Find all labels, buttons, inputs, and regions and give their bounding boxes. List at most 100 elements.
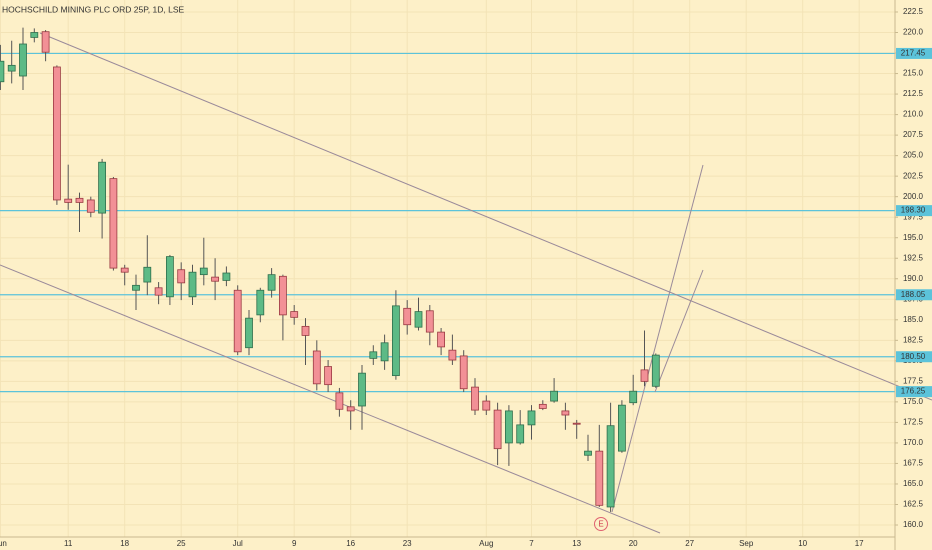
candle-body	[346, 406, 355, 412]
y-tick-label: 195.0	[903, 233, 924, 242]
price-level-box	[896, 386, 932, 398]
y-tick-label: 182.5	[903, 335, 924, 344]
candle-body	[222, 272, 231, 281]
candle-body	[177, 269, 186, 284]
axes: 160.0 162.5 165.0 167.5 170.0 172.5 175.0 177.5…	[0, 7, 932, 548]
x-tick-label: 27	[685, 539, 694, 548]
candle-body	[425, 310, 434, 333]
candle-body	[301, 325, 310, 336]
candle-body	[245, 317, 253, 349]
candle-body	[459, 355, 468, 390]
trend-line	[611, 164, 704, 513]
x-tick-label: Jul	[233, 539, 243, 548]
candle-body	[640, 369, 649, 382]
candle-body	[211, 276, 220, 282]
y-tick-label: 202.5	[903, 171, 924, 180]
candle-body	[267, 274, 276, 291]
y-tick-label: 190.0	[903, 274, 924, 283]
trend-line	[39, 32, 932, 401]
candle-body	[154, 287, 163, 296]
candle-body	[584, 450, 592, 456]
y-tick-label: 212.5	[903, 89, 924, 98]
y-tick-label: 207.5	[903, 130, 924, 139]
y-tick-label: 162.5	[903, 500, 924, 509]
x-tick-label: Jun	[0, 539, 7, 548]
candle-body	[165, 256, 174, 298]
candle-body	[606, 425, 615, 508]
y-tick-label: 210.0	[903, 110, 924, 119]
candle-body	[233, 289, 242, 353]
candle-body	[618, 404, 626, 452]
candle-body	[358, 372, 366, 407]
candle-body	[335, 392, 344, 410]
x-tick-label: 17	[855, 539, 864, 548]
y-tick-label: 215.0	[903, 69, 924, 78]
x-tick-label: 23	[403, 539, 412, 548]
price-level-box	[896, 351, 932, 363]
candle-body	[538, 403, 547, 409]
price-level-label: 176.25	[901, 387, 926, 396]
y-tick-label: 160.0	[903, 520, 924, 529]
chart-title: HOCHSCHILD MINING PLC ORD 25P, 1D, LSE	[2, 4, 184, 14]
candle-body	[120, 267, 129, 273]
price-level-label: 180.50	[901, 352, 926, 361]
candle-body	[41, 31, 50, 53]
candle-body	[493, 409, 502, 450]
price-level-label: 198.30	[901, 206, 926, 215]
x-tick-label: 13	[572, 539, 581, 548]
candle-body	[403, 307, 412, 326]
y-tick-label: 205.0	[903, 151, 924, 160]
price-level-box	[896, 47, 932, 59]
candle-body	[629, 390, 638, 404]
y-tick-label: 175.0	[903, 397, 924, 406]
y-tick-label: 200.0	[903, 192, 924, 201]
x-tick-label: 20	[629, 539, 638, 548]
x-tick-label: 16	[346, 539, 355, 548]
candle-body	[188, 271, 197, 298]
x-tick-label: 10	[798, 539, 807, 548]
candle-body	[651, 354, 660, 387]
price-level-box	[896, 289, 932, 301]
candle-body	[109, 178, 118, 269]
grid	[0, 0, 895, 537]
candle-body	[75, 197, 84, 203]
candle-body	[199, 267, 208, 276]
candle-body	[7, 64, 16, 72]
levels	[0, 52, 895, 393]
candle-body	[64, 198, 73, 203]
price-level-label: 188.05	[901, 290, 926, 299]
candle-body	[256, 289, 265, 316]
x-tick-label: 9	[292, 539, 297, 548]
candle-body	[86, 199, 95, 213]
candle-body	[504, 410, 513, 444]
price-level-label: 217.45	[901, 49, 926, 58]
price-level-box	[896, 205, 932, 217]
candle-body	[595, 450, 604, 506]
candle-body	[369, 351, 378, 359]
candle-body	[290, 311, 299, 318]
candle-body	[324, 366, 333, 386]
candle-body	[527, 410, 536, 426]
event-marker[interactable]	[594, 517, 608, 531]
y-tick-label: 165.0	[903, 479, 924, 488]
candle-body	[132, 284, 140, 291]
y-tick-label: 172.5	[903, 418, 924, 427]
candles	[0, 27, 660, 512]
candle-body	[516, 424, 525, 444]
candle-body	[437, 331, 446, 348]
candle-body	[98, 161, 106, 214]
candle-body	[550, 390, 558, 402]
y-tick-label: 197.5	[903, 212, 924, 221]
candle-body	[471, 386, 479, 411]
candle-body	[143, 266, 152, 283]
candle-body	[53, 66, 61, 201]
candle-body	[0, 60, 5, 83]
candle-body	[482, 400, 491, 411]
candle-body	[30, 32, 39, 38]
candle-body	[312, 350, 321, 385]
trend-line	[0, 264, 661, 534]
trend-line	[654, 269, 704, 393]
candle-body	[561, 410, 570, 416]
